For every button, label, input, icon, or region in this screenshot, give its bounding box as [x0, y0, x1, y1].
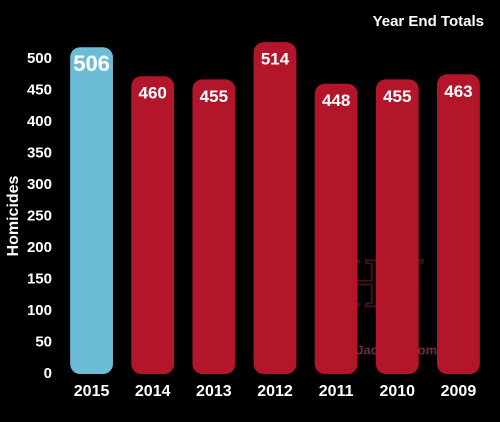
x-tick-label: 2011 [319, 383, 354, 400]
bar [437, 74, 480, 374]
x-tick-label: 2009 [441, 383, 477, 400]
chart-title: Year End Totals [373, 13, 484, 30]
y-tick-label: 150 [27, 270, 52, 287]
data-label: 514 [261, 50, 290, 69]
data-label: 460 [139, 84, 167, 103]
y-tick-label: 450 [27, 81, 52, 98]
data-label: 463 [444, 82, 472, 101]
x-tick-label: 2012 [257, 383, 293, 400]
data-label: 448 [322, 91, 350, 110]
y-tick-label: 400 [27, 113, 52, 130]
y-axis-label: Homicides [5, 175, 22, 256]
bar [192, 79, 236, 374]
bar [375, 79, 419, 374]
data-label: 506 [73, 51, 110, 76]
x-tick-label: 2010 [379, 383, 415, 400]
y-tick-label: 250 [27, 207, 52, 224]
y-tick-label: 0 [44, 365, 52, 382]
x-tick-label: 2015 [74, 383, 110, 400]
bar [131, 76, 175, 374]
bar [70, 47, 113, 374]
x-tick-label: 2014 [135, 383, 171, 400]
y-tick-label: 500 [27, 50, 52, 67]
y-tick-label: 300 [27, 176, 52, 193]
data-label: 455 [200, 87, 228, 106]
y-tick-label: 100 [27, 302, 52, 319]
y-tick-label: 350 [27, 144, 52, 161]
data-label: 455 [383, 87, 411, 106]
y-tick-label: 200 [27, 239, 52, 256]
bar [314, 83, 358, 374]
y-tick-label: 50 [35, 333, 52, 350]
bar [253, 42, 297, 375]
x-tick-label: 2013 [196, 383, 232, 400]
